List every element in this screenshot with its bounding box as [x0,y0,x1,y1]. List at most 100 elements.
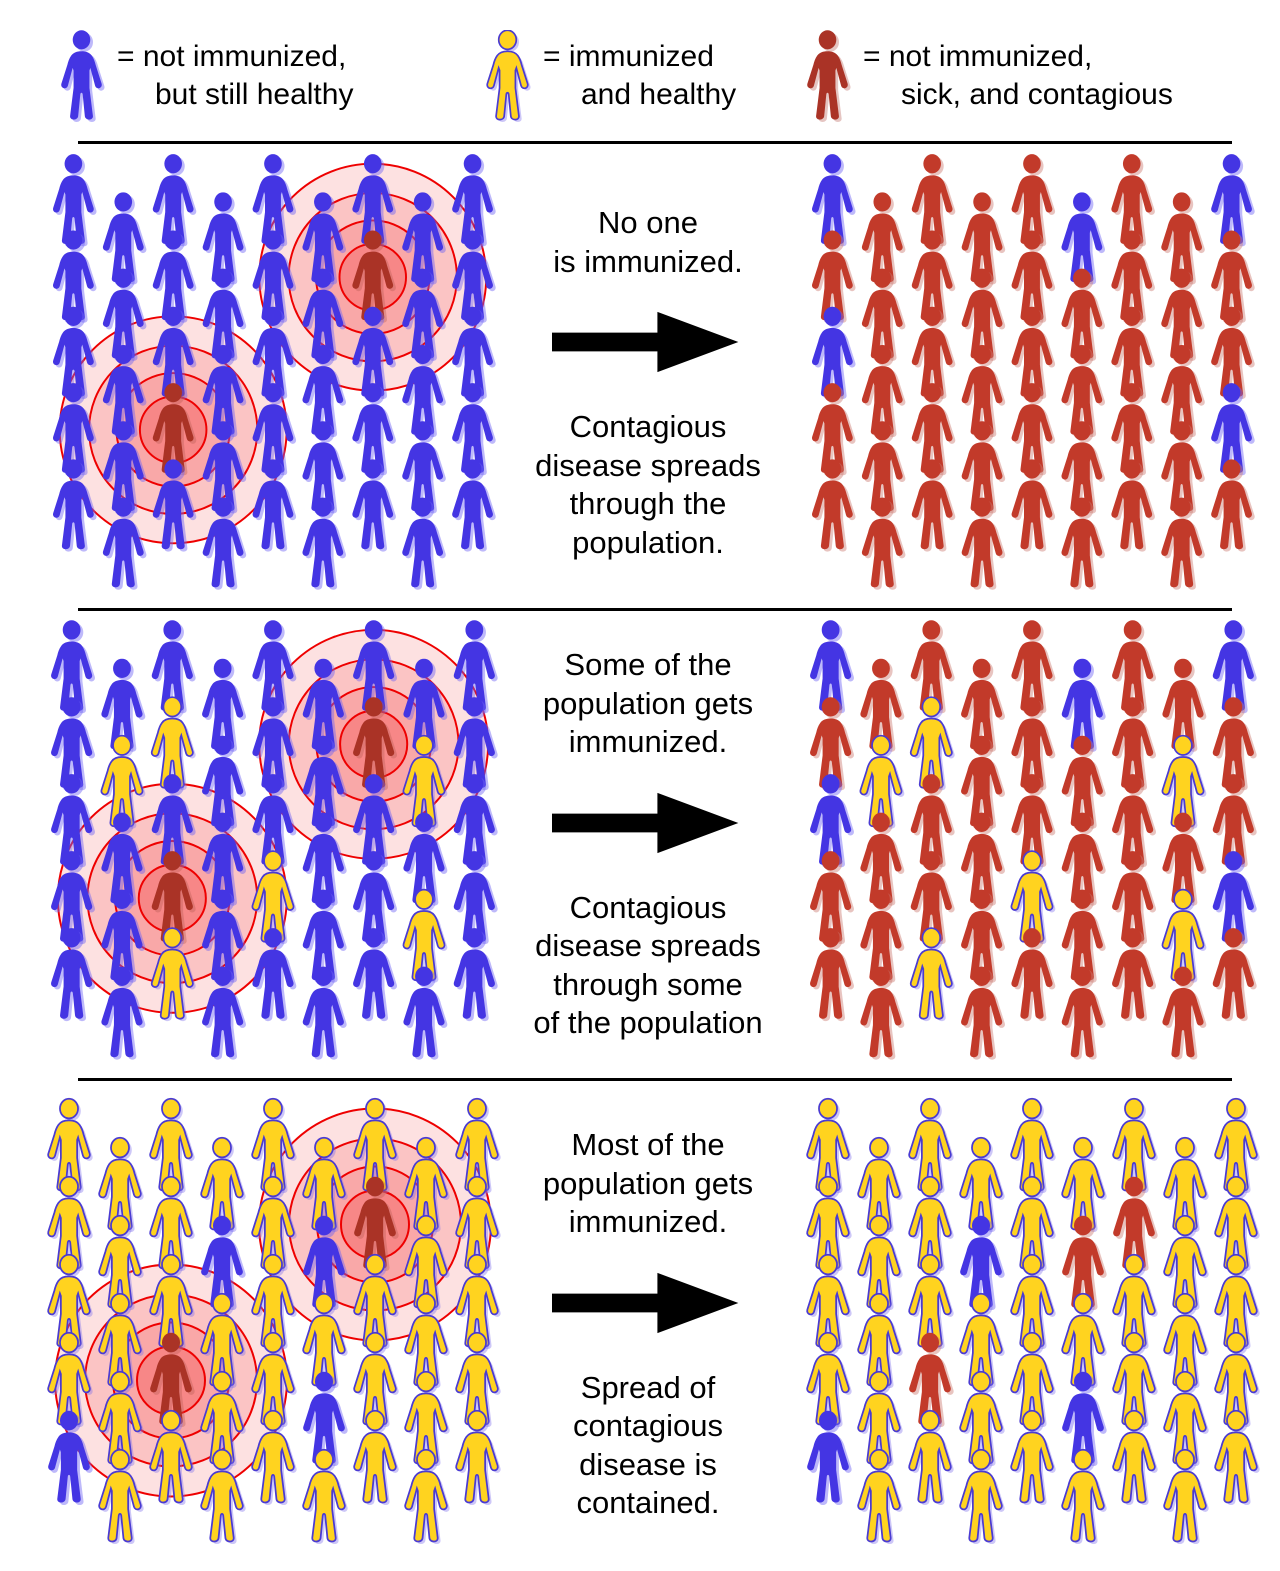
person-red [860,966,905,1060]
person-yellow [1214,1409,1260,1505]
row-caption-bottom: Contagious disease spreads through the p… [535,408,761,562]
person-red [861,497,906,590]
caption-line: through the [569,486,727,521]
caption-line: Contagious [569,889,727,925]
caption-line: disease spreads [535,928,761,963]
person-yellow [1112,1409,1158,1505]
population-panel-after [792,150,1269,602]
caption-line: population gets [542,685,754,721]
population-panel-before [33,616,510,1072]
person-yellow [353,1409,399,1505]
caption-line: of the population [533,1005,763,1040]
population-panel-before [33,150,510,602]
person-red [811,459,856,552]
person-blue [807,1410,852,1505]
caption-line: Some of the [564,647,732,682]
person-blue [61,30,105,122]
caption-line: is immunized. [553,243,743,279]
scenario-row-some-immunization: Some of the population gets immunized. C… [0,612,1280,1074]
person-yellow [909,927,955,1022]
person-red [1112,928,1156,1022]
person-yellow [455,1409,501,1505]
person-yellow [1061,1448,1107,1544]
caption-line: contagious [573,1408,723,1443]
population-panel-before [33,1086,510,1565]
person-blue [352,459,396,552]
person-red [1011,459,1056,552]
scenario-row-most-immunization: Most of the population gets immunized. S… [0,1082,1280,1567]
person-sick [807,30,851,122]
person-red [1161,497,1205,590]
caption-line: contained. [576,1485,720,1520]
caption-line: Contagious [569,409,727,444]
person-red [1061,966,1106,1060]
person-red [1212,928,1257,1022]
scenario-row-no-immunization: No one is immunized. Contagious disease … [0,146,1280,604]
caption-line: population gets [542,1165,754,1201]
caption-line: No one [598,205,698,240]
legend-line: = not immunized, [863,40,1093,73]
row-caption-top: No one is immunized. [553,204,743,281]
legend-line: and healthy [581,78,737,111]
legend-line: = immunized [543,40,714,73]
person-red [961,497,1006,590]
separator-line [78,1078,1232,1081]
caption-line: Most of the [571,1127,725,1162]
row-caption-top: Some of the population gets immunized. [543,646,753,762]
person-red [1162,966,1207,1060]
person-red [1211,459,1255,552]
legend-line: = not immunized, [117,40,347,73]
caption-line: Spread of [580,1369,716,1405]
person-yellow [857,1448,903,1544]
person-blue [402,497,446,590]
separator-line [78,608,1232,611]
row-caption-column: No one is immunized. Contagious disease … [503,146,793,604]
person-red [1061,497,1105,590]
person-yellow [404,1448,450,1544]
caption-line: population. [572,524,724,560]
legend-label: = not immunized, but still healthy [117,38,353,114]
legend-line: but still healthy [155,78,354,111]
person-yellow [1010,1409,1056,1505]
legend-label: = immunized and healthy [543,38,736,114]
legend-item-sick-contagious: = not immunized, sick, and contagious [801,30,1173,122]
caption-line: immunized. [568,1204,728,1239]
legend-label: = not immunized, sick, and contagious [863,38,1173,114]
person-yellow [302,1448,348,1544]
caption-line: disease is [579,1446,717,1482]
person-yellow [486,30,531,122]
row-caption-bottom: Contagious disease spreads through some … [533,889,762,1043]
caption-line: immunized. [568,724,728,759]
person-blue [452,459,496,552]
caption-line: through some [553,966,743,1002]
person-red [911,459,956,552]
row-caption-bottom: Spread of contagious disease is containe… [573,1369,723,1523]
person-yellow [1163,1448,1209,1544]
person-blue [302,966,347,1060]
arrow-right-icon [552,311,739,373]
population-panel-after [792,1086,1269,1565]
legend-item-immunized-healthy: = immunized and healthy [481,30,736,122]
row-caption-column: Some of the population gets immunized. C… [503,612,793,1074]
person-red [961,966,1005,1060]
person-blue [453,928,498,1022]
person-yellow [959,1448,1005,1544]
person-red-icon [801,30,854,122]
person-red [810,928,854,1022]
legend: = not immunized, but still healthy = imm… [0,24,1280,140]
arrow-right-icon [552,792,739,853]
legend-line: sick, and contagious [901,78,1173,111]
person-blue-icon [55,30,108,122]
row-caption-top: Most of the population gets immunized. [543,1126,753,1242]
caption-line: disease spreads [535,447,761,483]
person-yellow-icon [481,30,534,122]
person-blue [353,928,397,1022]
person-red [1111,459,1155,552]
person-blue [302,497,346,590]
person-blue [403,966,448,1060]
legend-item-not-immunized-healthy: = not immunized, but still healthy [55,30,353,122]
arrow-right-icon [552,1272,739,1333]
row-caption-column: Most of the population gets immunized. S… [503,1082,793,1567]
person-yellow [908,1409,954,1505]
separator-line [78,141,1232,144]
